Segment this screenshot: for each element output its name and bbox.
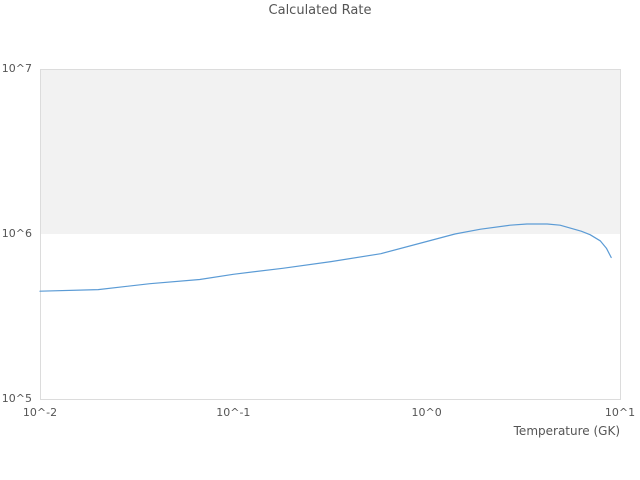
plot-border	[40, 69, 621, 400]
shaded-band	[40, 69, 620, 234]
x-tick-label-1e-1: 10^-1	[216, 406, 251, 419]
x-tick-label-1e-2: 10^-2	[22, 406, 58, 419]
y-tick-label-1e7: 10^7	[1, 62, 32, 75]
x-axis-title: Temperature (GK)	[513, 424, 620, 438]
rate-line	[39, 223, 612, 292]
y-tick-label-1e5: 10^5	[1, 392, 32, 405]
y-tick-label-1e6: 10^6	[1, 227, 32, 240]
chart-title: Calculated Rate	[268, 3, 372, 18]
x-tick-label-1e1: 10^1	[604, 406, 636, 419]
x-tick-label-1e0: 10^0	[411, 406, 442, 419]
